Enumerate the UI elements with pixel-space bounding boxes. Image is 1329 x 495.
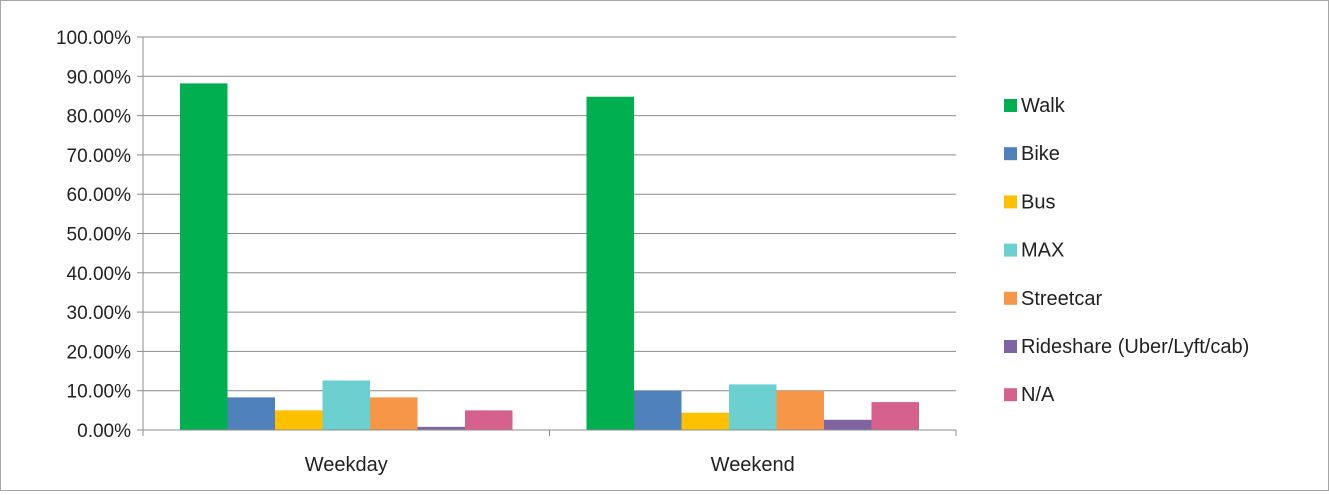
bar-streetcar-weekend (776, 390, 824, 430)
legend-label: MAX (1021, 240, 1064, 262)
bar-bus-weekday (275, 410, 323, 430)
axes (137, 36, 957, 436)
bar-walk-weekday (180, 83, 228, 431)
x-tick-label: Weekend (711, 454, 795, 476)
legend-label: Bike (1021, 143, 1060, 165)
bar-rideshare-uber-lyft-cab-weekday (417, 426, 465, 430)
legend-swatch (1004, 291, 1017, 305)
y-tick-label: 80.00% (67, 107, 132, 128)
legend-swatch (1004, 99, 1017, 112)
y-tick-label: 70.00% (67, 146, 132, 167)
legend-label: Streetcar (1021, 288, 1102, 310)
y-tick-label: 30.00% (67, 303, 132, 324)
bars (180, 83, 919, 431)
bar-bus-weekend (681, 412, 729, 430)
legend-swatch (1004, 147, 1017, 161)
gridlines (143, 36, 956, 392)
bar-streetcar-weekday (370, 397, 418, 430)
y-tick-label: 60.00% (67, 185, 132, 206)
legend-label: Rideshare (Uber/Lyft/cab) (1021, 336, 1249, 358)
x-tick-label: Weekday (305, 454, 388, 476)
y-tick-label: 10.00% (67, 382, 132, 403)
bar-rideshare-uber-lyft-cab-weekend (824, 419, 872, 430)
bar-max-weekend (729, 384, 777, 430)
y-axis-tick-labels: 0.00% 10.00% 20.00% 30.00% 40.00% 50.00% 60.00… (56, 28, 131, 442)
legend-label: N/A (1021, 384, 1055, 406)
legend-label: Bus (1021, 191, 1055, 213)
legend-swatch (1004, 340, 1017, 353)
legend-swatch (1004, 388, 1017, 402)
y-tick-label: 90.00% (67, 67, 132, 88)
legend: Walk Bike Bus MAX Streetcar Rideshare (Uber/L… (1004, 95, 1249, 406)
bar-bike-weekday (227, 397, 275, 430)
bar-n-a-weekend (871, 402, 919, 430)
y-tick-label: 40.00% (67, 264, 132, 285)
legend-swatch (1004, 243, 1017, 257)
bar-bike-weekend (634, 390, 682, 430)
legend-swatch (1004, 195, 1017, 209)
y-tick-label: 20.00% (67, 342, 132, 363)
y-tick-label: 0.00% (77, 421, 131, 442)
y-tick-label: 50.00% (67, 225, 132, 246)
bar-walk-weekend (586, 96, 634, 431)
x-axis-tick-labels: Weekday Weekend (305, 454, 795, 476)
legend-label: Walk (1021, 95, 1066, 117)
y-tick-label: 100.00% (56, 28, 131, 49)
bar-n-a-weekday (465, 410, 513, 430)
bar-max-weekday (322, 380, 370, 430)
